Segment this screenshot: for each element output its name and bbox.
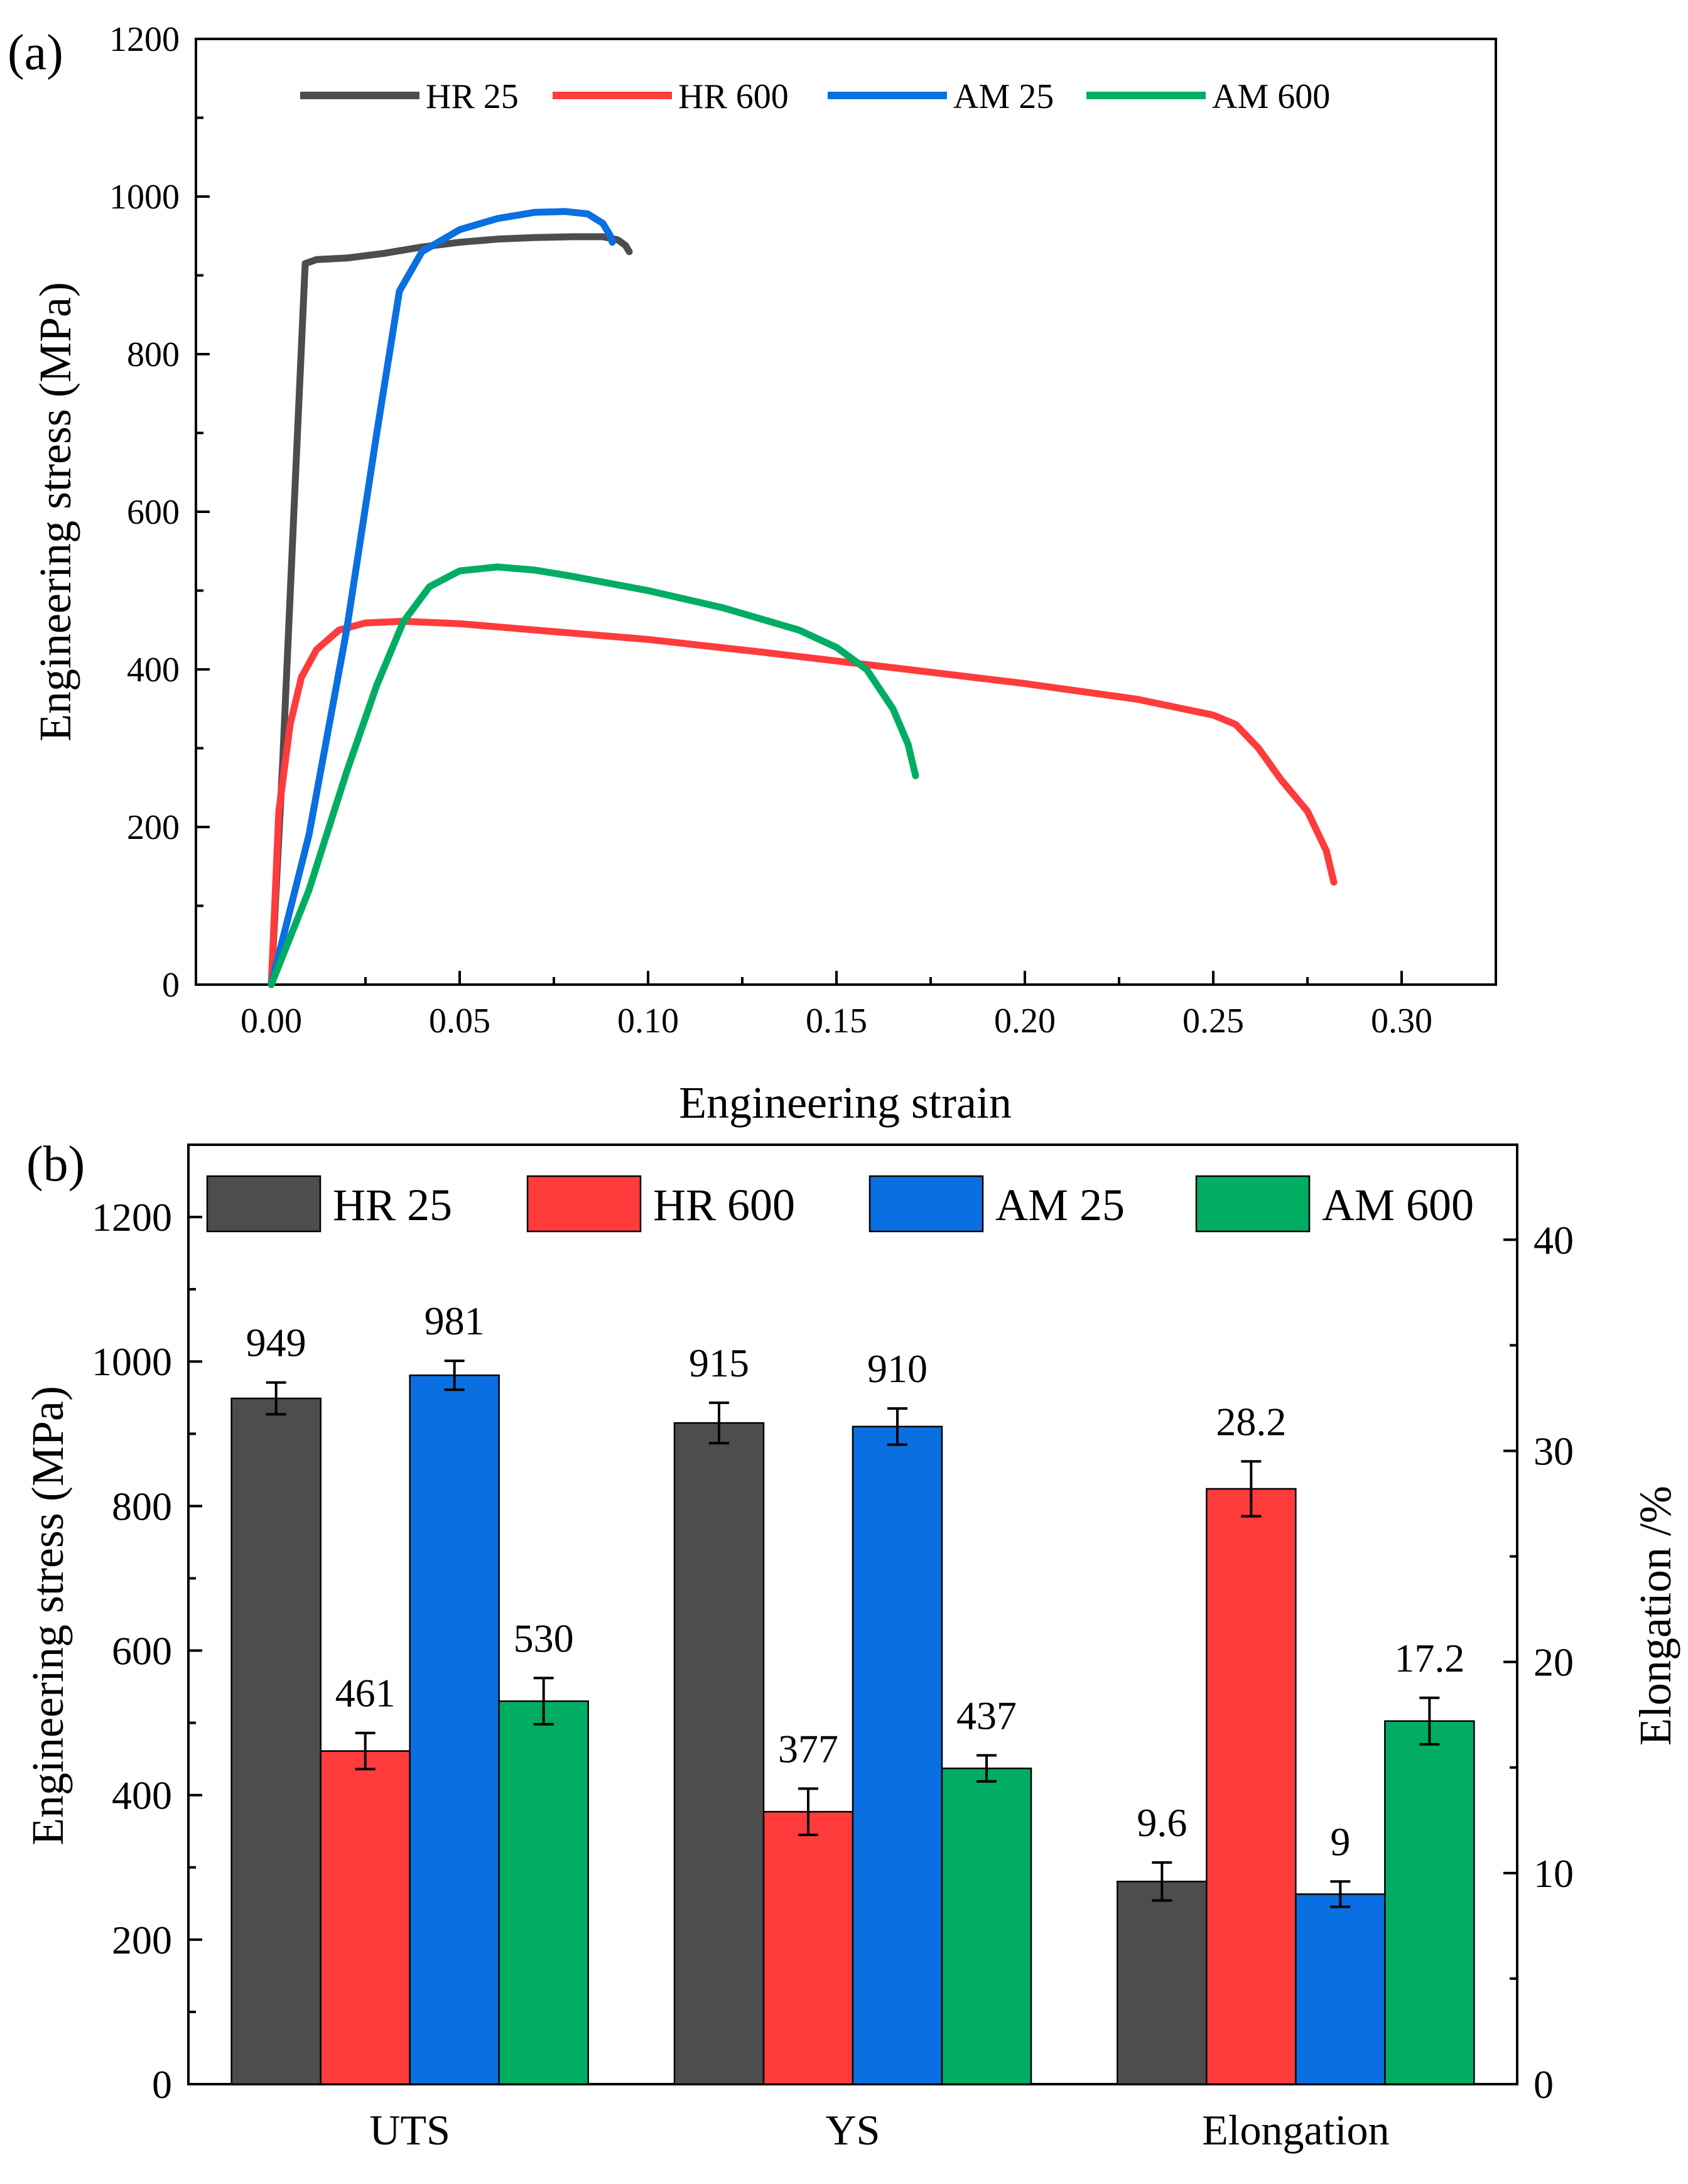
series-line-am-600	[268, 563, 919, 988]
panel-label-a: (a)	[8, 25, 63, 80]
data-label-hr-600-uts: 461	[335, 1671, 396, 1716]
bar-hr-25-uts	[230, 1397, 322, 2085]
y-axis-title-a: Engineering stress (MPa)	[30, 282, 80, 742]
legend-label-am-25: AM 25	[953, 77, 1054, 116]
legend-label-am-600: AM 600	[1322, 1180, 1474, 1230]
data-label-hr-25-uts: 949	[246, 1321, 306, 1365]
x-tick-label: 0.20	[994, 1002, 1056, 1041]
bar-am-600-elongation	[1384, 1720, 1475, 2085]
bar-hr-25-elongation	[1117, 1881, 1208, 2085]
bar-hr-25-ys	[673, 1422, 765, 2085]
y-tick-label: 0	[152, 2062, 172, 2107]
panel-label-b: (b)	[26, 1137, 85, 1192]
plot-frame-a	[195, 38, 1497, 986]
legend-a: HR 25 HR 600 AM 25 AM 600	[300, 77, 1330, 116]
y-tick-label: 800	[127, 335, 180, 374]
category-label-uts: UTS	[369, 2106, 450, 2154]
data-label-am-25-ys: 910	[867, 1346, 928, 1391]
bar-am-25-uts	[409, 1374, 500, 2085]
series-line-hr-600	[268, 617, 1338, 988]
y-tick-label: 1200	[92, 1195, 172, 1240]
data-label-am-600-ys: 437	[956, 1693, 1017, 1738]
legend-swatch-am-25	[868, 1175, 984, 1233]
data-labels-b: 949 461 981 530 915 377 910 437 9.6 28.2 9 17.2	[246, 1299, 1465, 1864]
bar-am-600-uts	[498, 1700, 589, 2085]
y2-tick-label: 0	[1534, 2062, 1554, 2107]
y2-axis-title-b: Elongation /%	[1630, 1486, 1680, 1746]
y2-tick-label: 10	[1534, 1851, 1574, 1896]
y-tick-label: 1000	[109, 178, 180, 217]
legend-swatch-hr-25	[206, 1175, 322, 1233]
y-tick-label: 1000	[92, 1339, 172, 1384]
y-tick-label: 400	[112, 1773, 172, 1818]
x-tick-label: 0.25	[1182, 1002, 1244, 1041]
data-label-hr-600-elongation: 28.2	[1216, 1399, 1286, 1444]
y2-tick-label: 20	[1534, 1640, 1574, 1685]
bars-b	[230, 1360, 1475, 2085]
bar-hr-600-elongation	[1206, 1488, 1297, 2085]
y-tick-label: 800	[112, 1484, 172, 1528]
data-label-am-600-uts: 530	[514, 1616, 574, 1660]
legend-swatch-hr-600	[526, 1175, 642, 1233]
category-labels-b: UTS YS Elongation	[369, 2106, 1389, 2154]
y-tick-label: 600	[127, 493, 180, 532]
legend-label-hr-25: HR 25	[426, 77, 519, 116]
legend-label-hr-25: HR 25	[333, 1180, 452, 1230]
y-tick-label: 600	[112, 1629, 172, 1673]
data-label-am-25-elongation: 9	[1330, 1819, 1350, 1864]
y-axis-ticks-b: 0 200 400 600 800 1000 1200	[92, 1195, 202, 2107]
x-axis-ticks-a: 0.00 0.05 0.10 0.15 0.20 0.25 0.30	[241, 971, 1432, 1041]
legend-b: HR 25 HR 600 AM 25 AM 600	[206, 1175, 1474, 1233]
x-tick-label: 0.15	[806, 1002, 867, 1041]
data-label-am-25-uts: 981	[425, 1299, 485, 1343]
data-label-hr-25-ys: 915	[689, 1341, 749, 1385]
x-tick-label: 0.05	[429, 1002, 490, 1041]
y2-tick-label: 30	[1534, 1429, 1574, 1473]
data-label-hr-600-ys: 377	[778, 1726, 838, 1771]
bar-am-600-ys	[941, 1767, 1032, 2085]
bar-hr-600-ys	[762, 1810, 854, 2085]
category-label-elongation: Elongation	[1202, 2106, 1389, 2154]
y-axis-title-b: Engineering stress (MPa)	[23, 1386, 73, 1846]
y2-tick-label: 40	[1534, 1218, 1574, 1262]
x-tick-label: 0.30	[1371, 1002, 1432, 1041]
category-label-ys: YS	[826, 2106, 880, 2154]
x-tick-label: 0.10	[617, 1002, 679, 1041]
legend-label-am-600: AM 600	[1212, 77, 1330, 116]
y2-axis-ticks-b: 0 10 20 30 40	[1503, 1218, 1574, 2107]
legend-swatch-am-600	[1195, 1175, 1311, 1233]
series-line-am-25	[268, 208, 616, 988]
legend-label-hr-600: HR 600	[678, 77, 789, 116]
series-lines-a	[268, 208, 1338, 988]
x-tick-label: 0.00	[241, 1002, 302, 1041]
y-tick-label: 0	[162, 966, 180, 1005]
legend-label-hr-600: HR 600	[653, 1180, 795, 1230]
y-tick-label: 200	[112, 1918, 172, 1962]
y-tick-label: 200	[127, 808, 180, 847]
series-line-hr-25	[268, 233, 633, 988]
legend-label-am-25: AM 25	[995, 1180, 1125, 1230]
y-axis-ticks-a: 0 200 400 600 800 1000 1200	[109, 20, 210, 1005]
bar-hr-600-uts	[320, 1750, 411, 2085]
bar-chart-panel: (b) 0 200 400 600 800 1000 1200 0 10 20 30 40 949 4…	[23, 1137, 1680, 2154]
bar-am-25-ys	[852, 1425, 943, 2085]
y-tick-label: 1200	[109, 20, 180, 59]
data-label-am-600-elongation: 17.2	[1394, 1636, 1464, 1680]
x-axis-title-a: Engineering strain	[679, 1078, 1012, 1128]
bar-am-25-elongation	[1295, 1893, 1386, 2085]
data-label-hr-25-elongation: 9.6	[1137, 1800, 1187, 1845]
y-tick-label: 400	[127, 651, 180, 689]
